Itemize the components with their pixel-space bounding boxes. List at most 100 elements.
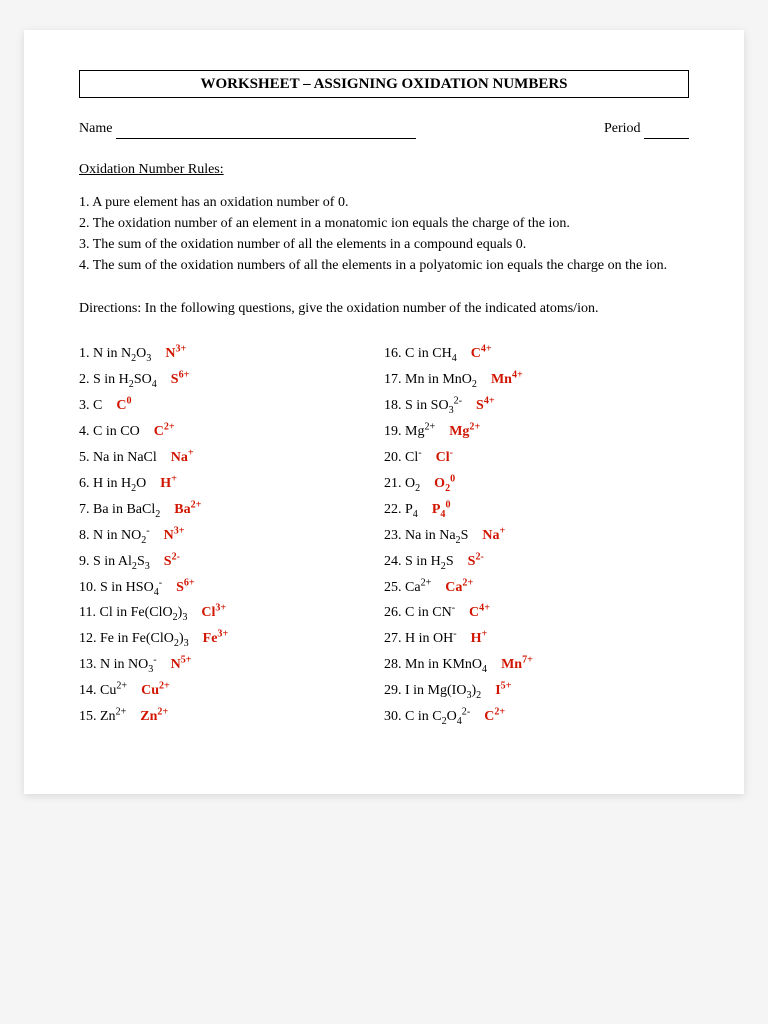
answer-text: C0 (116, 398, 131, 413)
question-text: 9. S in Al2S3 (79, 554, 150, 569)
directions-text: Directions: In the following questions, … (79, 300, 689, 319)
question-row: 27. H in OH- H+ (384, 630, 689, 649)
questions-grid: 1. N in N2O3N3+2. S in H2SO4S6+3. CC04. … (79, 338, 689, 733)
question-row: 17. Mn in MnO2 Mn4+ (384, 371, 689, 390)
question-row: 11. Cl in Fe(ClO2)3 Cl3+ (79, 604, 384, 623)
answer-text: C4+ (471, 346, 492, 361)
rule-item: 3. The sum of the oxidation number of al… (79, 236, 689, 255)
question-text: 2. S in H2SO4 (79, 372, 157, 387)
question-text: 5. Na in NaCl (79, 450, 157, 465)
question-text: 29. I in Mg(IO3)2 (384, 683, 481, 698)
question-text: 16. C in CH4 (384, 346, 457, 361)
question-text: 1. N in N2O3 (79, 346, 151, 361)
question-row: 5. Na in NaCl Na+ (79, 449, 384, 468)
question-text: 8. N in NO2- (79, 528, 150, 543)
question-text: 10. S in HSO4- (79, 580, 162, 595)
name-label: Name (79, 120, 416, 139)
question-row: 18. S in SO32- S4+ (384, 397, 689, 416)
rules-list: 1. A pure element has an oxidation numbe… (79, 194, 689, 276)
answer-text: Mg2+ (449, 424, 480, 439)
answer-text: Na+ (482, 528, 505, 543)
question-row: 9. S in Al2S3 S2- (79, 553, 384, 572)
question-text: 7. Ba in BaCl2 (79, 502, 160, 517)
questions-col-right: 16. C in CH4 C4+ 17. Mn in MnO2 Mn4+ 18. S i… (384, 338, 689, 733)
question-text: 27. H in OH- (384, 631, 457, 646)
name-blank[interactable] (116, 124, 416, 139)
question-row: 21. O2 O20 (384, 475, 689, 494)
question-row: 25. Ca2+Ca2+ (384, 579, 689, 598)
question-text: 18. S in SO32- (384, 398, 462, 413)
question-row: 3. C C0 (79, 397, 384, 416)
question-row: 28. Mn in KMnO4 Mn7+ (384, 656, 689, 675)
rules-heading: Oxidation Number Rules: (79, 161, 689, 180)
answer-text: N5+ (171, 657, 192, 672)
answer-text: Mn7+ (501, 657, 533, 672)
question-text: 15. Zn2+ (79, 709, 126, 724)
question-row: 15. Zn2+ Zn2+ (79, 708, 384, 727)
question-row: 26. C in CN- C4+ (384, 604, 689, 623)
question-text: 19. Mg2+ (384, 424, 435, 439)
answer-text: Zn2+ (140, 709, 168, 724)
question-text: 4. C in CO (79, 424, 140, 439)
question-row: 7. Ba in BaCl2 Ba2+ (79, 501, 384, 520)
rule-item: 4. The sum of the oxidation numbers of a… (79, 257, 689, 276)
answer-text: C2+ (484, 709, 505, 724)
answer-text: H+ (471, 631, 488, 646)
question-row: 24. S in H2S S2- (384, 553, 689, 572)
answer-text: O20 (434, 476, 455, 491)
answer-text: S2- (164, 554, 180, 569)
period-label: Period (604, 120, 689, 139)
answer-text: Fe3+ (203, 631, 229, 646)
question-row: 10. S in HSO4- S6+ (79, 579, 384, 598)
answer-text: S4+ (476, 398, 495, 413)
question-row: 23. Na in Na2S Na+ (384, 527, 689, 546)
answer-text: Mn4+ (491, 372, 523, 387)
question-row: 13. N in NO3- N5+ (79, 656, 384, 675)
answer-text: C2+ (154, 424, 175, 439)
question-row: 30. C in C2O42-C2+ (384, 708, 689, 727)
answer-text: H+ (160, 476, 177, 491)
question-text: 20. Cl- (384, 450, 422, 465)
question-row: 16. C in CH4 C4+ (384, 345, 689, 364)
question-text: 22. P4 (384, 502, 418, 517)
question-row: 29. I in Mg(IO3)2 I5+ (384, 682, 689, 701)
worksheet-title: WORKSHEET – ASSIGNING OXIDATION NUMBERS (79, 70, 689, 98)
question-text: 21. O2 (384, 476, 420, 491)
question-text: 28. Mn in KMnO4 (384, 657, 487, 672)
question-row: 1. N in N2O3 N3+ (79, 345, 384, 364)
answer-text: Ca2+ (445, 580, 473, 595)
rule-item: 2. The oxidation number of an element in… (79, 215, 689, 234)
question-row: 22. P4 P40 (384, 501, 689, 520)
question-text: 12. Fe in Fe(ClO2)3 (79, 631, 189, 646)
question-text: 3. C (79, 398, 102, 413)
answer-text: Cu2+ (141, 683, 170, 698)
answer-text: Cl3+ (201, 605, 226, 620)
question-row: 20. Cl- Cl- (384, 449, 689, 468)
answer-text: S6+ (176, 580, 195, 595)
questions-col-left: 1. N in N2O3N3+2. S in H2SO4S6+3. CC04. … (79, 338, 384, 733)
answer-text: Na+ (171, 450, 194, 465)
period-blank[interactable] (644, 124, 689, 139)
question-text: 11. Cl in Fe(ClO2)3 (79, 605, 187, 620)
question-row: 6. H in H2O H+ (79, 475, 384, 494)
question-row: 12. Fe in Fe(ClO2)3 Fe3+ (79, 630, 384, 649)
question-text: 23. Na in Na2S (384, 528, 468, 543)
answer-text: N3+ (164, 528, 185, 543)
question-text: 6. H in H2O (79, 476, 146, 491)
answer-text: S2- (468, 554, 484, 569)
question-text: 13. N in NO3- (79, 657, 157, 672)
answer-text: Cl- (436, 450, 453, 465)
answer-text: I5+ (495, 683, 511, 698)
answer-text: Ba2+ (174, 502, 201, 517)
question-text: 17. Mn in MnO2 (384, 372, 477, 387)
question-row: 4. C in CO C2+ (79, 423, 384, 442)
answer-text: P40 (432, 502, 451, 517)
question-text: 26. C in CN- (384, 605, 455, 620)
question-text: 24. S in H2S (384, 554, 454, 569)
question-row: 2. S in H2SO4S6+ (79, 371, 384, 390)
worksheet-page: WORKSHEET – ASSIGNING OXIDATION NUMBERS … (24, 30, 744, 794)
answer-text: N3+ (165, 346, 186, 361)
name-period-row: Name Period (79, 120, 689, 139)
question-row: 19. Mg2+ Mg2+ (384, 423, 689, 442)
answer-text: C4+ (469, 605, 490, 620)
